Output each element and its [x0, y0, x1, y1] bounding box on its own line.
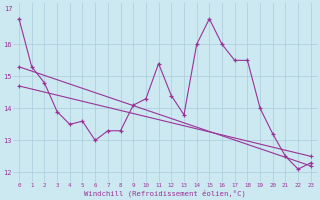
Text: 17: 17	[4, 6, 13, 12]
X-axis label: Windchill (Refroidissement éolien,°C): Windchill (Refroidissement éolien,°C)	[84, 190, 246, 197]
